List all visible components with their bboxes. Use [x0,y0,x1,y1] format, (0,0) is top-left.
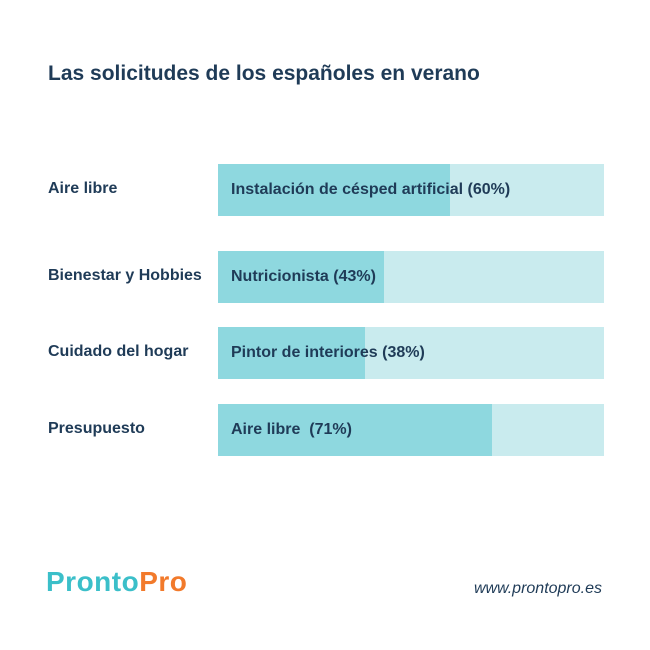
bar [218,164,450,216]
category-label: Aire libre [48,180,118,197]
bar-data-label: Pintor de interiores (38%) [231,344,425,361]
category-label: Presupuesto [48,420,145,437]
bar-track: Instalación de césped artificial (60%) [218,164,604,216]
bar [218,404,492,456]
bar-track: Pintor de interiores (38%) [218,327,604,379]
bar-data-label: Aire libre (71%) [231,421,352,438]
logo-part-pronto: Pronto [46,566,140,597]
category-label: Bienestar y Hobbies [48,267,202,284]
bar [218,251,384,303]
bar-data-label: Instalación de césped artificial (60%) [231,181,511,198]
category-label: Cuidado del hogar [48,343,189,360]
bar-track: Aire libre (71%) [218,404,604,456]
bar-track: Nutricionista (43%) [218,251,604,303]
prontopro-logo: ProntoPro [46,566,187,598]
logo-part-pro: Pro [139,566,188,597]
website-url: www.prontopro.es [473,580,602,597]
chart-title: Las solicitudes de los españoles en vera… [48,62,480,85]
bar [218,327,365,379]
bar-data-label: Nutricionista (43%) [231,268,376,285]
